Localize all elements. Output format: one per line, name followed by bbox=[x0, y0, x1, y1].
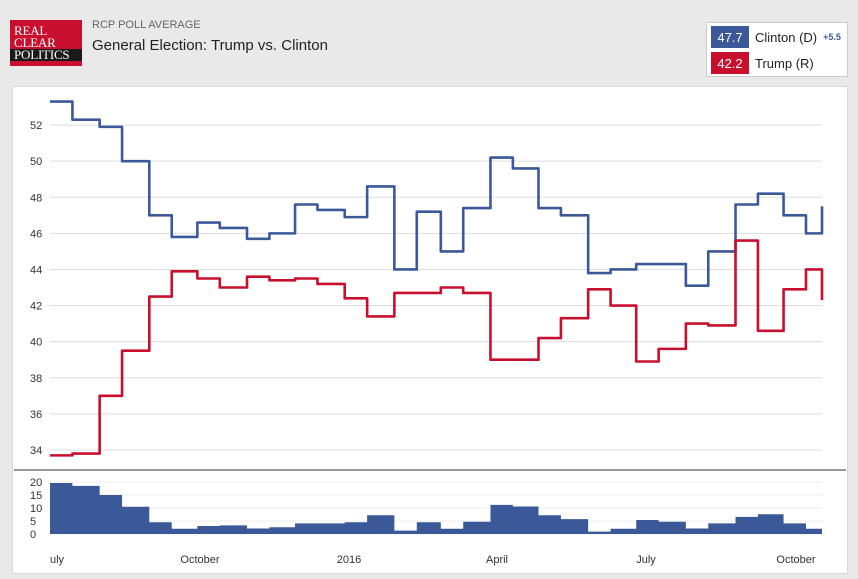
chart-title: General Election: Trump vs. Clinton bbox=[92, 37, 328, 54]
legend-name-clinton: Clinton (D) bbox=[755, 29, 818, 45]
sub-y-tick-label-5: 5 bbox=[30, 516, 36, 528]
sub-y-tick-label-10: 10 bbox=[30, 503, 42, 515]
y-tick-label-48: 48 bbox=[30, 192, 42, 204]
x-tick-label-5: October bbox=[776, 554, 815, 566]
y-tick-label-38: 38 bbox=[30, 373, 42, 385]
spread-area bbox=[50, 483, 822, 534]
legend-value-trump: 42.2 bbox=[711, 52, 749, 74]
series-line-clinton bbox=[50, 100, 824, 288]
logo-line-1: REAL bbox=[14, 23, 48, 38]
legend: 47.7 Clinton (D) +5.5 42.2 Trump (R) bbox=[706, 22, 848, 77]
legend-name-trump: Trump (R) bbox=[755, 55, 814, 71]
logo-line-2: CLEAR bbox=[14, 35, 56, 50]
chart-panel bbox=[12, 86, 848, 574]
y-tick-label-52: 52 bbox=[30, 120, 42, 132]
legend-spread: +5.5 bbox=[823, 32, 841, 42]
legend-item-trump[interactable]: 42.2 Trump (R) bbox=[711, 52, 814, 74]
sub-y-tick-label-15: 15 bbox=[30, 490, 42, 502]
x-tick-label-0: uly bbox=[50, 554, 65, 566]
rcp-logo[interactable]: REAL CLEAR POLITICS bbox=[10, 20, 82, 66]
y-tick-label-34: 34 bbox=[30, 445, 42, 457]
y-tick-label-42: 42 bbox=[30, 301, 42, 313]
sub-y-tick-label-0: 0 bbox=[30, 529, 36, 541]
y-tick-label-44: 44 bbox=[30, 264, 42, 276]
x-tick-label-1: October bbox=[180, 554, 219, 566]
x-tick-label-2: 2016 bbox=[337, 554, 361, 566]
legend-value-clinton: 47.7 bbox=[711, 26, 749, 48]
y-tick-label-46: 46 bbox=[30, 228, 42, 240]
x-tick-label-3: April bbox=[486, 554, 508, 566]
y-tick-label-50: 50 bbox=[30, 156, 42, 168]
x-tick-label-4: July bbox=[636, 554, 656, 566]
sub-y-tick-label-20: 20 bbox=[30, 477, 42, 489]
y-tick-label-36: 36 bbox=[30, 409, 42, 421]
chart-kicker: RCP POLL AVERAGE bbox=[92, 19, 201, 31]
y-tick-label-40: 40 bbox=[30, 337, 42, 349]
series-line-trump bbox=[50, 239, 824, 457]
legend-item-clinton[interactable]: 47.7 Clinton (D) +5.5 bbox=[711, 26, 841, 48]
logo-line-3: POLITICS bbox=[10, 48, 82, 61]
header: REAL CLEAR POLITICS RCP POLL AVERAGE Gen… bbox=[0, 0, 858, 84]
